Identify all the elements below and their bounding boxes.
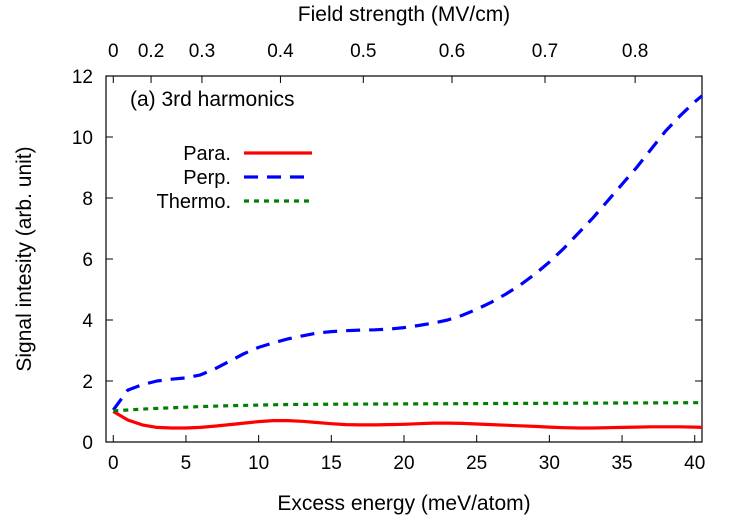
x-tick-label: 35 — [611, 453, 632, 474]
x2-axis-title: Field strength (MV/cm) — [298, 3, 510, 26]
y-tick-label: 12 — [72, 67, 93, 88]
legend-label: Perp. — [183, 167, 231, 189]
axis-ticks: 0 5 10 15 20 25 30 35 40 0 2 4 6 8 10 12 0 0.2 0.3 0.4 0.5 0.… — [72, 41, 705, 474]
series-layer — [112, 94, 704, 430]
legend: Para.Perp.Thermo. — [157, 143, 312, 213]
x-tick-label: 0 — [108, 453, 119, 474]
y-tick-label: 6 — [82, 250, 93, 271]
x-tick-label: 5 — [181, 453, 192, 474]
x2-tick-label: 0.3 — [189, 41, 215, 62]
legend-label: Thermo. — [157, 191, 231, 213]
x2-tick-label: 0.2 — [138, 41, 164, 62]
series-line-thermo — [113, 401, 702, 413]
y-tick-label: 10 — [72, 128, 93, 149]
y-tick-label: 8 — [82, 189, 93, 210]
x2-tick-label: 0 — [108, 41, 119, 62]
x2-tick-label: 0.6 — [439, 41, 465, 62]
x2-tick-label: 0.4 — [267, 41, 294, 62]
y-tick-label: 0 — [82, 433, 93, 454]
x2-tick-label: 0.7 — [532, 41, 558, 62]
x-axis-title: Excess energy (meV/atom) — [277, 492, 530, 515]
plot-frame — [105, 75, 703, 443]
x-tick-label: 15 — [321, 453, 342, 474]
y-tick-label: 4 — [82, 311, 93, 332]
x-tick-label: 40 — [684, 453, 705, 474]
series-line-perp — [112, 94, 704, 411]
x2-tick-label: 0.5 — [350, 41, 376, 62]
x-tick-label: 10 — [248, 453, 269, 474]
x-tick-label: 25 — [466, 453, 487, 474]
y-tick-label: 2 — [82, 372, 93, 393]
chart-annotation: (a) 3rd harmonics — [130, 88, 295, 111]
legend-label: Para. — [183, 143, 231, 165]
x-tick-label: 20 — [393, 453, 414, 474]
series-line-para — [112, 410, 703, 430]
x2-tick-label: 0.8 — [622, 41, 648, 62]
x-tick-label: 30 — [539, 453, 560, 474]
y-axis-title: Signal intesity (arb. unit) — [13, 146, 36, 371]
